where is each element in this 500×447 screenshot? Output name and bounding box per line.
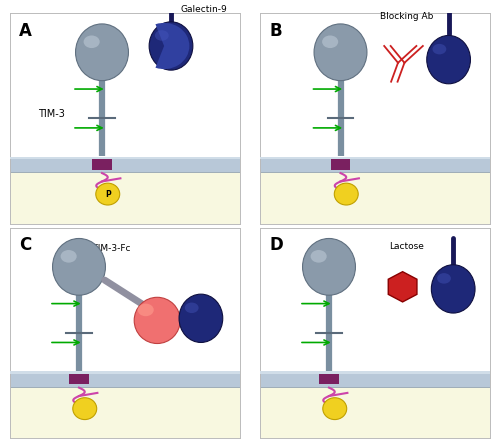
Bar: [92, 160, 112, 170]
Bar: [260, 372, 490, 387]
Ellipse shape: [322, 35, 338, 48]
Text: B: B: [269, 22, 282, 40]
Bar: [70, 374, 88, 384]
Ellipse shape: [302, 239, 356, 295]
Polygon shape: [388, 272, 417, 302]
Ellipse shape: [52, 239, 106, 295]
Ellipse shape: [432, 265, 475, 313]
Ellipse shape: [155, 30, 168, 41]
Ellipse shape: [437, 273, 451, 284]
Ellipse shape: [138, 304, 154, 316]
Text: TIM-3: TIM-3: [38, 109, 65, 119]
Ellipse shape: [149, 22, 193, 70]
Bar: [10, 371, 240, 374]
Bar: [260, 371, 490, 374]
Bar: [260, 384, 490, 438]
Circle shape: [73, 398, 96, 420]
Bar: [320, 374, 338, 384]
Ellipse shape: [84, 35, 100, 48]
Bar: [10, 157, 240, 172]
Ellipse shape: [60, 250, 76, 263]
Ellipse shape: [76, 24, 128, 80]
Ellipse shape: [185, 303, 198, 313]
Circle shape: [323, 398, 346, 420]
Bar: [10, 157, 240, 160]
Text: Lactose: Lactose: [389, 242, 424, 251]
Bar: [260, 157, 490, 160]
Ellipse shape: [427, 35, 470, 84]
Text: C: C: [19, 236, 32, 254]
Bar: [10, 169, 240, 224]
Circle shape: [334, 183, 358, 205]
Text: Blocking Ab: Blocking Ab: [380, 12, 433, 21]
Text: P: P: [105, 190, 110, 198]
Bar: [260, 169, 490, 224]
Ellipse shape: [179, 294, 223, 342]
Ellipse shape: [432, 44, 446, 55]
Circle shape: [96, 183, 120, 205]
Text: Galectin-9: Galectin-9: [180, 5, 227, 14]
Bar: [260, 157, 490, 172]
Bar: [10, 384, 240, 438]
Text: rhTIM-3-Fc: rhTIM-3-Fc: [84, 245, 131, 253]
Ellipse shape: [134, 297, 180, 343]
Bar: [10, 372, 240, 387]
Bar: [331, 160, 350, 170]
Text: A: A: [19, 22, 32, 40]
Ellipse shape: [310, 250, 326, 263]
Wedge shape: [156, 23, 190, 69]
Text: D: D: [269, 236, 283, 254]
Ellipse shape: [314, 24, 367, 80]
